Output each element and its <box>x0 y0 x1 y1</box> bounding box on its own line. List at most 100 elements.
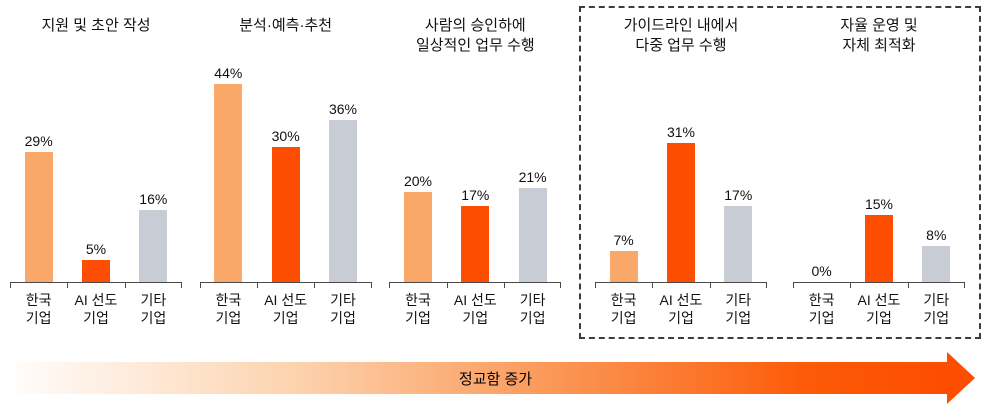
group-plot: 7% 31% 17% <box>595 62 767 282</box>
bar-column: 7% <box>595 231 652 282</box>
axis-tick <box>124 283 126 288</box>
x-axis-labels: 한국 기업 AI 선도 기업 기타 기업 <box>793 292 965 327</box>
bar-value-label: 0% <box>811 263 832 279</box>
x-axis-labels: 한국 기업 AI 선도 기업 기타 기업 <box>200 292 372 327</box>
chart-group: 가이드라인 내에서 다중 업무 수행 7% 31% 17% 한국 기업 AI 선도 기… <box>594 16 767 327</box>
axis-tick <box>850 283 852 288</box>
axis-tick <box>199 283 201 288</box>
axis-tick <box>792 283 794 288</box>
group-title: 자율 운영 및 자체 최적화 <box>840 17 918 55</box>
bar-column: 17% <box>710 186 767 282</box>
bar-value-label: 31% <box>666 123 695 140</box>
bar-column: 20% <box>389 173 446 282</box>
x-axis-label: AI 선도 기업 <box>74 292 118 326</box>
group-plot: 29% 5% 16% <box>10 62 182 282</box>
axis-tick <box>594 283 596 288</box>
bar-value-label: 36% <box>328 101 357 117</box>
x-axis-labels: 한국 기업 AI 선도 기업 기타 기업 <box>595 292 767 327</box>
bar <box>24 151 53 282</box>
bar-value-label: 29% <box>24 132 53 149</box>
chart-group: 지원 및 초안 작성 29% 5% 16% 한국 기업 AI 선도 기업 기타 기업 <box>10 16 182 327</box>
bar <box>922 246 951 282</box>
bar-value-label: 16% <box>139 191 168 207</box>
x-axis-label: 기타 기업 <box>923 292 950 326</box>
group-plot: 44% 30% 36% <box>200 62 372 282</box>
bar-value-label: 8% <box>926 227 947 243</box>
axis-tick <box>503 283 505 288</box>
sophistication-arrow: 정교함 증가 <box>16 352 975 404</box>
group-title: 사람의 승인하에 일상적인 업무 수행 <box>415 17 535 55</box>
arrow-label: 정교함 증가 <box>458 370 533 388</box>
chart-group: 사람의 승인하에 일상적인 업무 수행 20% 17% 21% 한국 기업 AI 선도… <box>389 16 562 327</box>
bar-value-label: 5% <box>85 240 107 257</box>
axis-tick <box>67 283 69 288</box>
highlight-dashed-box: 가이드라인 내에서 다중 업무 수행 7% 31% 17% 한국 기업 AI 선도 기… <box>578 6 981 339</box>
group-title: 지원 및 초안 작성 <box>41 17 151 34</box>
axis-tick <box>370 283 372 288</box>
bar <box>724 205 753 282</box>
bar-column: 15% <box>850 195 907 282</box>
bar <box>666 142 695 282</box>
bar <box>214 84 243 282</box>
axis-tick <box>10 283 11 288</box>
group-plot: 20% 17% 21% <box>389 62 561 282</box>
x-axis-label: AI 선도 기업 <box>857 292 901 326</box>
group-plot: 0% 15% 8% <box>793 62 965 282</box>
bar-column: 16% <box>125 191 182 282</box>
axis-tick <box>446 283 448 288</box>
bar <box>609 250 638 282</box>
axis-tick <box>389 283 391 288</box>
group-title: 분석·예측·추천 <box>239 17 333 34</box>
chart-groups-row: 지원 및 초안 작성 29% 5% 16% 한국 기업 AI 선도 기업 기타 기업 분… <box>10 6 981 339</box>
bar-value-label: 20% <box>403 173 432 189</box>
bar <box>81 259 110 282</box>
chart-group: 분석·예측·추천 44% 30% 36% 한국 기업 AI 선도 기업 기타 기업 <box>199 16 372 327</box>
x-axis-label: 기타 기업 <box>725 292 752 326</box>
x-axis <box>594 282 767 289</box>
bar-column: 30% <box>257 128 314 282</box>
x-axis-label: 한국 기업 <box>25 292 52 326</box>
arrow-body <box>16 362 949 394</box>
axis-tick <box>181 283 182 288</box>
axis-tick <box>765 283 767 288</box>
x-axis-label: AI 선도 기업 <box>659 292 703 326</box>
x-axis-label: 한국 기업 <box>405 292 431 326</box>
chart-group: 자율 운영 및 자체 최적화 0% 15% 8% 한국 기업 AI 선도 기업 기타 기… <box>792 16 965 327</box>
bar-value-label: 17% <box>461 186 490 203</box>
bar-column: 8% <box>908 227 965 282</box>
group-title: 가이드라인 내에서 다중 업무 수행 <box>623 17 739 55</box>
bar-column: 31% <box>652 123 709 282</box>
x-axis <box>10 282 182 289</box>
bar-value-label: 7% <box>613 231 634 248</box>
x-axis-labels: 한국 기업 AI 선도 기업 기타 기업 <box>10 292 182 327</box>
bar-column: 17% <box>447 186 504 282</box>
bar <box>139 210 168 282</box>
bar <box>271 147 300 282</box>
axis-tick <box>709 283 711 288</box>
bar-column: 44% <box>200 65 257 282</box>
x-axis-label: AI 선도 기업 <box>453 292 497 326</box>
axis-tick <box>963 283 965 288</box>
axis-tick <box>256 283 258 288</box>
x-axis-label: 한국 기업 <box>808 292 835 326</box>
x-axis-label: 한국 기업 <box>610 292 637 326</box>
x-axis <box>792 282 965 289</box>
bar-column: 29% <box>10 132 67 282</box>
bar-column: 0% <box>793 263 850 282</box>
x-axis-label: 기타 기업 <box>519 292 546 326</box>
x-axis <box>199 282 372 289</box>
bar-value-label: 17% <box>724 186 753 203</box>
bar <box>864 214 893 282</box>
bar-value-label: 15% <box>864 195 893 212</box>
bar-value-label: 21% <box>518 168 547 185</box>
axis-tick <box>907 283 909 288</box>
bar <box>518 187 547 282</box>
bar-column: 5% <box>67 240 124 282</box>
x-axis-labels: 한국 기업 AI 선도 기업 기타 기업 <box>389 292 561 327</box>
x-axis-label: AI 선도 기업 <box>264 292 308 326</box>
axis-tick <box>560 283 562 288</box>
x-axis-label: 기타 기업 <box>140 292 167 326</box>
bar <box>328 120 357 282</box>
bar-value-label: 30% <box>271 128 300 144</box>
